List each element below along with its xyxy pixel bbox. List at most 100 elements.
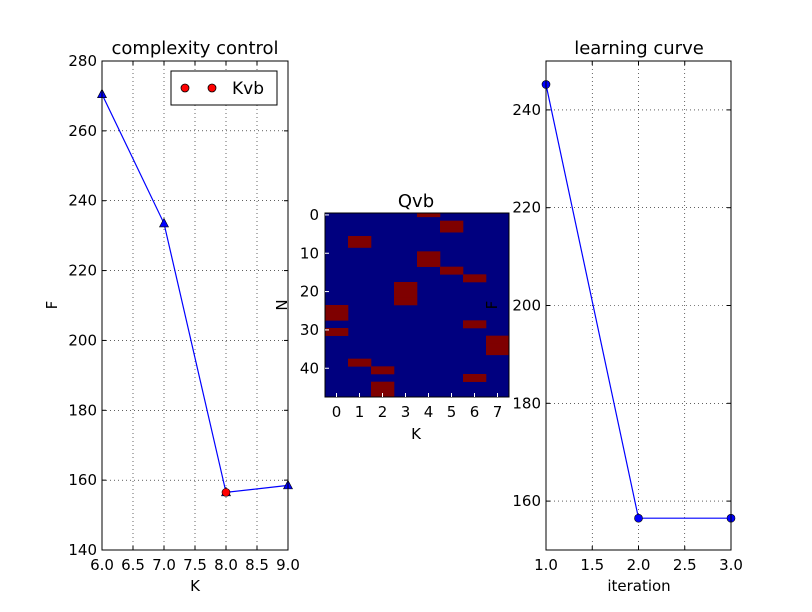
heatmap-cell: [486, 339, 510, 344]
heatmap-cell: [348, 239, 372, 244]
x-tick-label: 7: [493, 403, 503, 421]
heatmap-cell: [371, 370, 395, 375]
heatmap-cell: [325, 305, 349, 310]
y-tick-label: 220: [68, 262, 97, 280]
heatmap-cell: [394, 301, 418, 306]
chart-title: Qvb: [398, 191, 434, 212]
x-tick-label: 3.0: [719, 556, 743, 574]
heatmap-cell: [486, 343, 510, 348]
legend-label: Kvb: [232, 79, 264, 99]
heatmap-cell: [486, 351, 510, 356]
x-tick-label: 1: [355, 403, 365, 421]
y-axis-label: N: [273, 299, 291, 310]
x-axis-label: K: [190, 577, 201, 595]
y-tick-label: 280: [68, 52, 97, 70]
x-tick-label: 1.0: [534, 556, 558, 574]
heatmap-cell: [371, 366, 395, 371]
heatmap-cell: [440, 228, 464, 233]
y-tick-label: 220: [512, 199, 541, 217]
plot-frame: [101, 60, 289, 551]
heatmap-cell: [463, 320, 487, 325]
data-point: [634, 513, 643, 523]
y-tick-label: 240: [512, 101, 541, 119]
heatmap-cell: [417, 251, 441, 256]
y-tick-label: 200: [512, 297, 541, 315]
x-tick-label: 2.0: [627, 556, 651, 574]
y-axis-label: F: [43, 301, 61, 310]
heatmap-cell: [325, 312, 349, 317]
x-tick-label: 3: [401, 403, 411, 421]
y-tick-label: 10: [300, 244, 319, 262]
y-tick-label: 40: [300, 359, 319, 377]
heatmap-cell: [348, 236, 372, 241]
x-tick-label: 9.0: [276, 556, 300, 574]
axis-ticks: 1.0 1.5 2.0 2.5 3.0 160 180 200 220 240: [512, 61, 743, 574]
heatmap-cell: [440, 220, 464, 225]
heatmap-cell: [348, 362, 372, 367]
heatmap-cell: [440, 224, 464, 229]
y-tick-label: 240: [68, 192, 97, 210]
heatmap-cell: [463, 278, 487, 283]
heatmap-cell: [440, 270, 464, 275]
y-tick-label: 160: [68, 471, 97, 489]
heatmap-cell: [463, 377, 487, 382]
y-tick-label: 180: [68, 401, 97, 419]
y-tick-label: 20: [300, 283, 319, 301]
heatmap-cell: [371, 381, 395, 386]
y-tick-label: 180: [512, 394, 541, 412]
data-point: [221, 488, 231, 497]
heatmap-cell: [348, 243, 372, 248]
x-tick-label: 2: [378, 403, 388, 421]
heatmap-cell: [371, 385, 395, 390]
heatmap-cell: [325, 308, 349, 313]
y-tick-label: 200: [68, 331, 97, 349]
heatmap-cell: [417, 262, 441, 267]
data-point: [159, 217, 169, 228]
x-tick-label: 6.0: [90, 556, 114, 574]
heatmap-cell: [348, 358, 372, 363]
x-tick-label: 8.0: [214, 556, 238, 574]
heatmap-cell: [417, 259, 441, 264]
chart-title: complexity control: [111, 38, 278, 59]
heatmap-cell: [394, 293, 418, 298]
heatmap-frame: [324, 212, 510, 398]
heatmap-cell: [325, 328, 349, 333]
series-line: [101, 93, 289, 494]
x-axis-label: K: [411, 425, 422, 443]
y-tick-label: 30: [300, 321, 319, 339]
heatmap-cell: [325, 316, 349, 321]
heatmap-cell: [440, 266, 464, 271]
y-tick-label: 260: [68, 122, 97, 140]
learning-curve-panel: 1.0 1.5 2.0 2.5 3.0 160 180 200 220 240 learning …: [483, 38, 743, 595]
legend: Kvb: [170, 70, 278, 106]
y-tick-label: 140: [68, 541, 97, 559]
y-tick-label: 160: [512, 492, 541, 510]
heatmap-cell: [371, 389, 395, 394]
y-tick-label: 0: [309, 206, 319, 224]
legend-marker: [207, 83, 217, 93]
x-tick-label: 6: [470, 403, 480, 421]
plot-frame: [545, 60, 732, 551]
x-tick-label: 0: [332, 403, 342, 421]
x-tick-label: 7.5: [183, 556, 207, 574]
heatmap-cell: [417, 255, 441, 260]
chart-title: learning curve: [574, 38, 704, 59]
x-tick-label: 6.5: [121, 556, 145, 574]
x-tick-label: 8.5: [245, 556, 269, 574]
heatmap-cell: [394, 297, 418, 302]
x-tick-label: 1.5: [580, 556, 604, 574]
y-axis-label: F: [483, 301, 501, 310]
x-axis-label: iteration: [607, 577, 670, 595]
heatmap-cell: [463, 274, 487, 279]
legend-marker: [180, 83, 190, 93]
heatmap-cell: [463, 324, 487, 329]
heatmap-cell: [325, 331, 349, 336]
complexity-control-panel: 6.0 6.5 7.0 7.5 8.0 8.5 9.0 140 160 180 200 220 240 2…: [43, 38, 300, 595]
x-tick-label: 2.5: [673, 556, 697, 574]
x-tick-label: 4: [424, 403, 434, 421]
heatmap-cell: [486, 335, 510, 340]
heatmap-cell: [486, 347, 510, 352]
